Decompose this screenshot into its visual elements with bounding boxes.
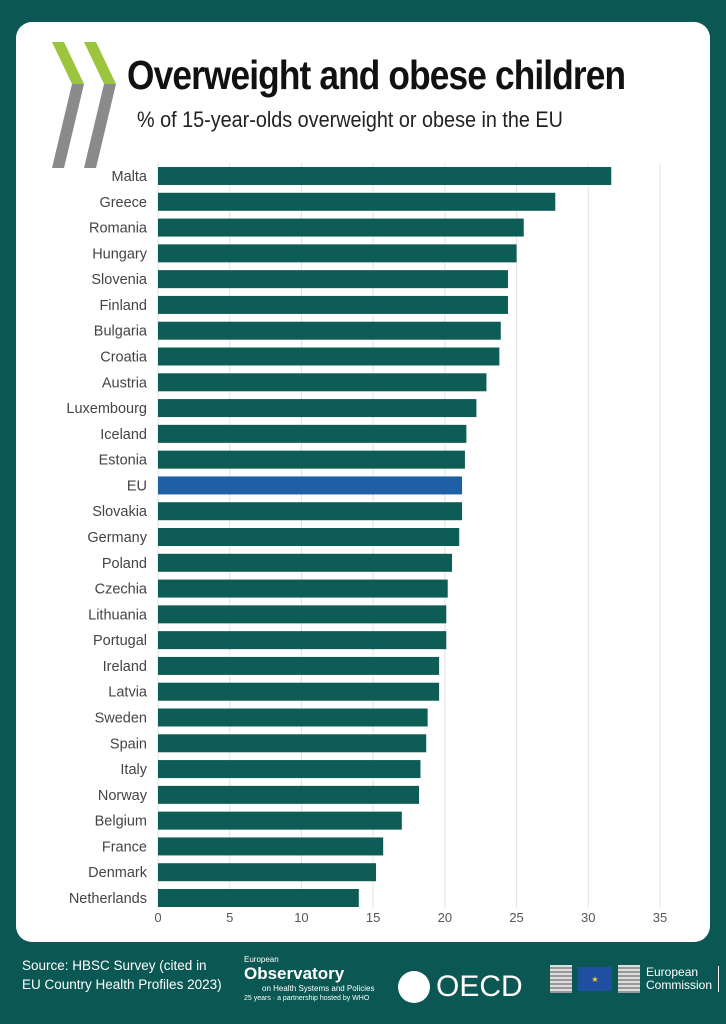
building-icon (550, 965, 572, 993)
category-label: Slovakia (92, 504, 148, 520)
bar-germany (158, 528, 460, 546)
bar-belgium (158, 811, 402, 830)
category-label: Bulgaria (94, 324, 148, 340)
category-label: Norway (98, 788, 148, 804)
bar-czechia (158, 579, 448, 598)
category-label: Slovenia (91, 272, 148, 288)
bar-lithuania (158, 605, 447, 624)
chart-title: Overweight and obese children (127, 52, 626, 98)
x-tick-label: 5 (226, 910, 233, 925)
category-label: France (102, 839, 147, 855)
bar-sweden (158, 708, 428, 727)
bar-bulgaria (158, 321, 501, 340)
observatory-years: 25 years · a partnership hosted by WHO (244, 995, 370, 1002)
category-label: Belgium (95, 814, 147, 830)
bar-malta (158, 167, 612, 185)
category-label: Portugal (93, 633, 147, 649)
category-label: Poland (102, 556, 147, 572)
bar-slovakia (158, 502, 463, 521)
category-label: Ireland (103, 659, 147, 675)
x-tick-label: 35 (653, 910, 667, 925)
bar-eu (158, 476, 463, 495)
european-commission-logo: ★ European Commission (550, 965, 720, 993)
ec-line-1: European (646, 965, 699, 979)
observatory-small: European (244, 955, 279, 964)
bar-austria (158, 373, 487, 392)
category-label: Czechia (95, 582, 148, 598)
bar-greece (158, 192, 556, 211)
bar-portugal (158, 631, 447, 650)
category-label: Lithuania (88, 607, 148, 623)
bar-luxembourg (158, 399, 477, 418)
ec-line-2: Commission (646, 978, 713, 992)
source-line-1: Source: HBSC Survey (cited in (22, 958, 207, 973)
category-label: Finland (99, 298, 147, 314)
oecd-logo: OECD (398, 970, 523, 1004)
european-observatory-logo: European Observatory on Health Systems a… (244, 955, 375, 1002)
bar-denmark (158, 863, 377, 882)
observatory-name: Observatory (244, 964, 345, 983)
category-label: Denmark (88, 865, 148, 881)
oecd-chevron-logo (52, 42, 116, 168)
x-tick-label: 0 (154, 910, 161, 925)
bar-slovenia (158, 270, 508, 289)
x-tick-label: 10 (294, 910, 308, 925)
category-label: Hungary (92, 246, 148, 262)
category-label: Luxembourg (66, 401, 147, 417)
category-label: Croatia (100, 350, 148, 366)
category-label: Austria (102, 375, 148, 391)
bar-poland (158, 553, 453, 572)
globe-icon (398, 971, 430, 1003)
bar-finland (158, 295, 508, 314)
category-label: Romania (89, 221, 148, 237)
bar-netherlands (158, 889, 359, 907)
bar-france (158, 837, 384, 856)
bar-romania (158, 218, 524, 237)
category-label: Spain (110, 736, 147, 752)
category-label: Greece (99, 195, 147, 211)
chart-subtitle: % of 15-year-olds overweight or obese in… (137, 107, 563, 132)
category-label: Germany (87, 530, 147, 546)
category-label: EU (127, 478, 147, 494)
bar-hungary (158, 244, 517, 263)
x-tick-label: 20 (438, 910, 452, 925)
category-label: Netherlands (69, 891, 147, 907)
bar-latvia (158, 682, 440, 701)
x-tick-label: 30 (581, 910, 595, 925)
oecd-text: OECD (436, 970, 523, 1003)
bar-italy (158, 760, 421, 779)
bar-croatia (158, 347, 500, 366)
source-line-2: EU Country Health Profiles 2023) (22, 977, 222, 992)
x-tick-label: 25 (509, 910, 523, 925)
source-note: Source: HBSC Survey (cited in EU Country… (22, 956, 222, 994)
category-label: Estonia (99, 453, 148, 469)
category-label: Latvia (108, 685, 148, 701)
category-label: Iceland (100, 427, 147, 443)
bar-iceland (158, 424, 467, 443)
bar-norway (158, 785, 420, 804)
building-icon (618, 965, 640, 993)
x-tick-label: 15 (366, 910, 380, 925)
category-label: Sweden (95, 711, 147, 727)
observatory-subtitle: on Health Systems and Policies (262, 984, 375, 993)
bar-estonia (158, 450, 465, 469)
bar-spain (158, 734, 427, 753)
category-label: Malta (112, 169, 148, 185)
category-label: Italy (120, 762, 147, 778)
bar-ireland (158, 656, 440, 675)
eu-flag-icon: ★ (578, 967, 612, 991)
